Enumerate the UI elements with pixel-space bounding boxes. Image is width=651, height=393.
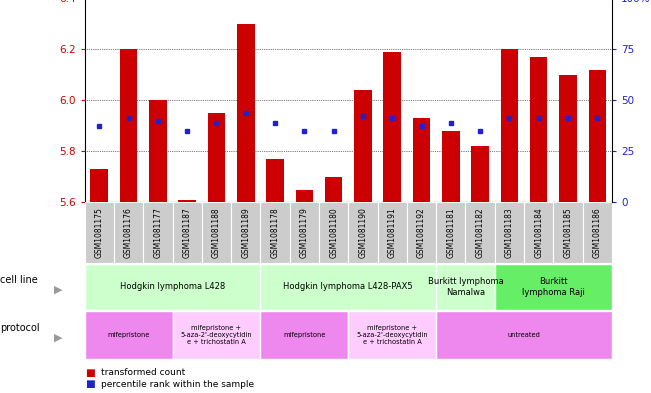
Bar [178, 200, 196, 202]
Bar [120, 49, 137, 202]
Text: GSM1081187: GSM1081187 [183, 207, 191, 258]
Text: GSM1081175: GSM1081175 [95, 207, 104, 258]
Text: GSM1081183: GSM1081183 [505, 207, 514, 258]
Bar [85, 202, 114, 263]
Text: mifepristone: mifepristone [107, 332, 150, 338]
Bar [296, 189, 313, 202]
Text: GSM1081190: GSM1081190 [359, 207, 367, 258]
Bar [260, 264, 436, 310]
Bar [114, 202, 143, 263]
Bar [524, 202, 553, 263]
Text: GSM1081179: GSM1081179 [300, 207, 309, 258]
Text: GSM1081177: GSM1081177 [154, 207, 162, 258]
Bar [348, 202, 378, 263]
Bar [530, 57, 547, 202]
Bar [436, 202, 465, 263]
Bar [501, 49, 518, 202]
Text: percentile rank within the sample: percentile rank within the sample [101, 380, 254, 389]
Text: GSM1081188: GSM1081188 [212, 207, 221, 258]
Bar [90, 169, 108, 202]
Bar [325, 177, 342, 202]
Text: Burkitt
lymphoma Raji: Burkitt lymphoma Raji [522, 277, 585, 297]
Bar [143, 202, 173, 263]
Text: ▶: ▶ [54, 284, 63, 294]
Text: cell line: cell line [0, 275, 38, 285]
Bar [290, 202, 319, 263]
Bar [208, 113, 225, 202]
Text: GSM1081176: GSM1081176 [124, 207, 133, 258]
Text: Hodgkin lymphoma L428-PAX5: Hodgkin lymphoma L428-PAX5 [283, 283, 413, 291]
Bar [202, 202, 231, 263]
Bar [319, 202, 348, 263]
Text: untreated: untreated [508, 332, 540, 338]
Bar [413, 118, 430, 202]
Bar [173, 311, 260, 358]
Bar [237, 24, 255, 202]
Text: GSM1081186: GSM1081186 [593, 207, 602, 258]
Bar [495, 202, 524, 263]
Text: GSM1081192: GSM1081192 [417, 207, 426, 258]
Bar [465, 202, 495, 263]
Text: Hodgkin lymphoma L428: Hodgkin lymphoma L428 [120, 283, 225, 291]
Bar [260, 311, 348, 358]
Text: ■: ■ [85, 379, 94, 389]
Bar [583, 202, 612, 263]
Bar [559, 75, 577, 202]
Bar [407, 202, 436, 263]
Text: GSM1081180: GSM1081180 [329, 207, 338, 258]
Bar [266, 159, 284, 202]
Text: ■: ■ [85, 367, 94, 378]
Text: GSM1081184: GSM1081184 [534, 207, 543, 258]
Bar [354, 90, 372, 202]
Text: ▶: ▶ [54, 332, 63, 342]
Bar [383, 51, 401, 202]
Text: mifepristone +
5-aza-2'-deoxycytidin
e + trichostatin A: mifepristone + 5-aza-2'-deoxycytidin e +… [356, 325, 428, 345]
Text: GSM1081185: GSM1081185 [564, 207, 572, 258]
Bar [589, 70, 606, 202]
Text: GSM1081181: GSM1081181 [447, 207, 455, 258]
Bar [442, 131, 460, 202]
Text: GSM1081189: GSM1081189 [242, 207, 250, 258]
Bar [553, 202, 583, 263]
Bar [436, 264, 495, 310]
Bar [231, 202, 260, 263]
Text: mifepristone +
5-aza-2'-deoxycytidin
e + trichostatin A: mifepristone + 5-aza-2'-deoxycytidin e +… [180, 325, 253, 345]
Text: GSM1081182: GSM1081182 [476, 207, 484, 258]
Bar [85, 264, 260, 310]
Bar [173, 202, 202, 263]
Bar [471, 146, 489, 202]
Bar [378, 202, 407, 263]
Bar [348, 311, 436, 358]
Bar [436, 311, 612, 358]
Bar [85, 311, 173, 358]
Bar [260, 202, 290, 263]
Text: mifepristone: mifepristone [283, 332, 326, 338]
Text: Burkitt lymphoma
Namalwa: Burkitt lymphoma Namalwa [428, 277, 503, 297]
Text: GSM1081178: GSM1081178 [271, 207, 279, 258]
Bar [149, 100, 167, 202]
Text: transformed count: transformed count [101, 368, 185, 377]
Text: protocol: protocol [0, 323, 40, 332]
Bar [495, 264, 612, 310]
Text: GSM1081191: GSM1081191 [388, 207, 396, 258]
